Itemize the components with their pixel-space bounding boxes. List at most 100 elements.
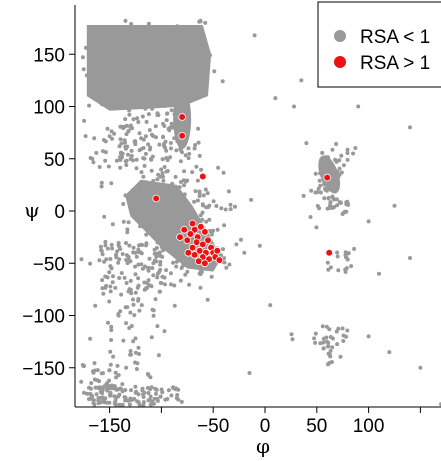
axes: 150 100 50 0 −50 −100 −150 −150 −50 0 50 100 [22, 5, 441, 437]
rsa-lt-1-point [101, 399, 106, 403]
rsa-lt-1-point [242, 250, 247, 255]
rsa-lt-1-point [252, 33, 257, 38]
rsa-lt-1-point [103, 383, 108, 388]
rsa-lt-1-point [107, 39, 112, 43]
rsa-lt-1-point [148, 94, 153, 99]
rsa-lt-1-point [141, 400, 146, 405]
rsa-lt-1-point [197, 153, 202, 158]
rsa-lt-1-point [158, 267, 163, 272]
rsa-lt-1-point [153, 64, 158, 69]
rsa-lt-1-point [339, 170, 344, 175]
rsa-lt-1-point [166, 64, 171, 69]
x-tick-label: 100 [353, 416, 385, 437]
rsa-lt-1-point [167, 212, 172, 216]
rsa-lt-1-point [318, 341, 323, 346]
rsa-lt-1-point [157, 250, 162, 255]
rsa-lt-1-point [338, 200, 343, 205]
rsa-lt-1-point [97, 165, 102, 169]
rsa-lt-1-point [136, 297, 141, 301]
rsa-lt-1-point [128, 157, 133, 161]
rsa-lt-1-point [125, 230, 130, 235]
rsa-lt-1-point [154, 135, 158, 140]
rsa-lt-1-point [107, 270, 112, 275]
rsa-lt-1-point [139, 251, 144, 256]
rsa-lt-1-point [177, 138, 182, 143]
rsa-lt-1-point [203, 187, 208, 192]
rsa-lt-1-point [97, 379, 102, 384]
rsa-lt-1-point [211, 199, 216, 204]
rsa-lt-1-point [169, 282, 173, 287]
rsa-lt-1-point [139, 303, 144, 308]
rsa-lt-1-point [184, 88, 189, 93]
rsa-lt-1-point [126, 220, 131, 225]
rsa-lt-1-point [123, 117, 128, 122]
rsa-lt-1-point [121, 338, 126, 343]
rsa-lt-1-point [326, 344, 331, 349]
rsa-lt-1-point [127, 112, 132, 117]
rsa-lt-1-point [219, 253, 223, 258]
rsa-lt-1-point [139, 76, 144, 81]
rsa-lt-1-point [119, 271, 124, 275]
legend-marker-rsa-lt-1 [334, 30, 346, 42]
rsa-gt-1-point [188, 219, 197, 228]
rsa-lt-1-point [141, 395, 146, 399]
rsa-lt-1-point [103, 239, 108, 244]
rsa-lt-1-point [214, 204, 219, 208]
rsa-lt-1-point [113, 370, 118, 375]
rsa-lt-1-point [134, 367, 139, 371]
rsa-lt-1-point [158, 253, 163, 258]
rsa-lt-1-point [145, 196, 150, 201]
rsa-lt-1-point [325, 260, 330, 265]
rsa-gt-1-point [215, 256, 224, 264]
rsa-lt-1-point [174, 259, 179, 264]
rsa-lt-1-point [161, 134, 165, 139]
rsa-lt-1-point [87, 397, 91, 402]
rsa-lt-1-point [97, 399, 101, 404]
rsa-lt-1-point [116, 70, 121, 75]
rsa-lt-1-point [146, 391, 151, 395]
rsa-lt-1-point [144, 199, 149, 204]
rsa-lt-1-point [257, 243, 262, 248]
rsa-lt-1-point [175, 393, 180, 397]
rsa-lt-1-point [220, 79, 225, 84]
rsa-lt-1-point [91, 370, 96, 375]
rsa-lt-1-point [210, 228, 215, 233]
rsa-gt-1-point [183, 236, 192, 245]
rsa-lt-1-point [171, 260, 176, 265]
rsa-lt-1-point [171, 48, 176, 53]
rsa-lt-1-point [196, 140, 201, 145]
rsa-lt-1-point [334, 159, 339, 164]
rsa-lt-1-point [103, 285, 108, 290]
rsa-lt-1-point [155, 271, 160, 276]
rsa-lt-1-point [323, 181, 328, 186]
rsa-lt-1-point [181, 259, 185, 264]
rsa-lt-1-point [123, 388, 128, 392]
rsa-lt-1-point [309, 188, 314, 193]
rsa-lt-1-point [98, 244, 103, 249]
rsa-lt-1-point [176, 119, 181, 124]
rsa-lt-1-point [183, 153, 188, 158]
rsa-lt-1-point [177, 201, 182, 206]
rsa-lt-1-point [204, 219, 209, 224]
rsa-lt-1-point [341, 163, 346, 168]
rsa-lt-1-point [132, 313, 137, 318]
rsa-lt-1-point [156, 221, 161, 226]
rsa-lt-1-point [127, 49, 132, 54]
rsa-lt-1-point [139, 136, 144, 141]
rsa-lt-1-point [152, 52, 157, 57]
rsa-lt-1-point [170, 94, 175, 99]
rsa-gt-1-point [199, 172, 207, 181]
rsa-lt-1-point [161, 240, 166, 245]
rsa-lt-1-point [194, 164, 199, 169]
rsa-lt-1-point [321, 346, 326, 351]
rsa-lt-1-point [160, 89, 165, 94]
rsa-lt-1-point [104, 54, 109, 59]
rsa-lt-1-point [174, 255, 179, 260]
rsa-lt-1-point [146, 21, 151, 26]
rsa-lt-1-point [133, 290, 138, 295]
rsa-lt-1-point [100, 391, 105, 396]
rsa-lt-1-point [131, 297, 135, 302]
rsa-lt-1-point [89, 386, 93, 391]
rsa-lt-1-point [164, 118, 169, 123]
rsa-lt-1-point [94, 392, 99, 397]
